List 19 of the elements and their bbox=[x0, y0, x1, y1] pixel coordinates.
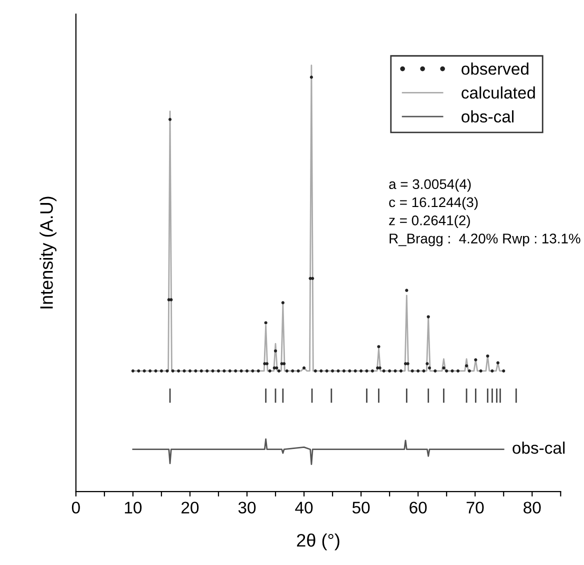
y-axis-title: Intensity (A.U) bbox=[40, 196, 56, 308]
x-tick-label: 10 bbox=[124, 502, 142, 514]
x-tick-label: 40 bbox=[295, 502, 313, 514]
annotation: obs-cal bbox=[512, 442, 565, 454]
x-axis-title: 2θ (°) bbox=[297, 533, 340, 550]
x-tick-label: 50 bbox=[352, 502, 370, 514]
legend-label: calculated bbox=[462, 86, 535, 99]
annotation: c = 16.1244(3) bbox=[389, 196, 478, 210]
legend-label: obs-cal bbox=[462, 110, 514, 123]
legend-label: observed bbox=[462, 62, 528, 75]
x-tick-label: 20 bbox=[182, 502, 199, 514]
x-tick-label: 70 bbox=[466, 502, 484, 514]
x-tick-label: 60 bbox=[410, 502, 427, 514]
x-tick-label: 80 bbox=[524, 502, 541, 514]
x-tick-label: 30 bbox=[238, 502, 256, 514]
x-tick-label: 0 bbox=[72, 502, 80, 514]
annotation: z = 0.2641(2) bbox=[389, 215, 470, 228]
annotation: a = 3.0054(4) bbox=[389, 178, 471, 192]
annotation: R_Bragg : 4.20% Rwp : 13.1% bbox=[390, 234, 580, 246]
